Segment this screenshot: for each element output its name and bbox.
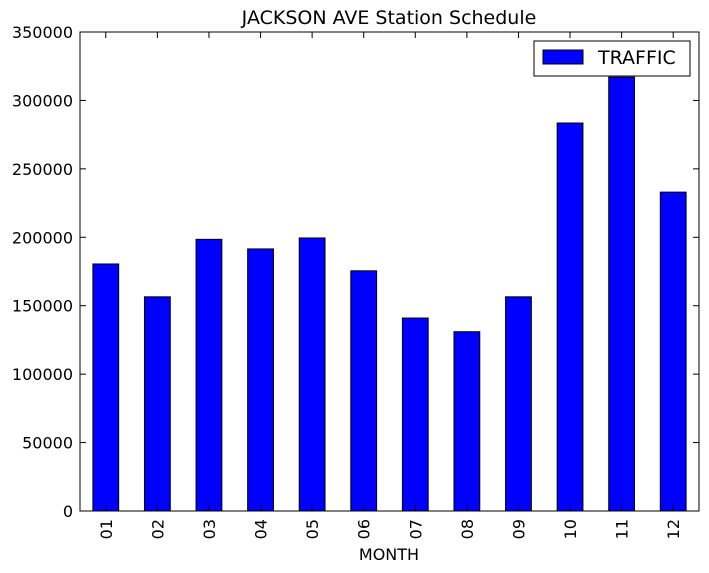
- bar-01: [92, 263, 120, 512]
- bar-06: [350, 270, 378, 512]
- bar-03: [195, 238, 223, 512]
- plot-frame: [79, 31, 700, 512]
- y-tick-label: 0: [63, 502, 73, 521]
- bar-07: [401, 317, 429, 512]
- x-tick-label: 04: [252, 519, 271, 539]
- bar-10: [556, 122, 584, 512]
- bar-02: [143, 296, 171, 512]
- y-tick-label: 200000: [12, 228, 73, 247]
- y-tick-label: 350000: [12, 23, 73, 42]
- y-tick-label: 250000: [12, 160, 73, 179]
- x-tick-label: 06: [355, 519, 374, 539]
- x-tick-label: 10: [561, 519, 580, 539]
- x-axis-label: MONTH: [359, 545, 419, 564]
- legend-label: TRAFFIC: [597, 47, 676, 69]
- y-tick-label: 150000: [12, 297, 73, 316]
- y-tick-label: 50000: [22, 434, 73, 453]
- legend: TRAFFIC: [533, 40, 691, 77]
- chart-title: JACKSON AVE Station Schedule: [241, 7, 537, 29]
- bar-11: [608, 76, 636, 512]
- legend-swatch: [542, 49, 584, 65]
- x-tick-label: 07: [406, 519, 425, 539]
- x-tick-label: 02: [148, 519, 167, 539]
- y-tick-label: 300000: [12, 91, 73, 110]
- x-tick-label: 03: [200, 519, 219, 539]
- x-axis-ticks: 01 02 03 04 05 06 07 08 09 10 11 12: [97, 32, 683, 539]
- y-tick-label: 100000: [12, 365, 73, 384]
- bar-08: [453, 331, 481, 512]
- bar-09: [505, 296, 532, 512]
- x-tick-label: 12: [664, 519, 683, 539]
- x-tick-label: 09: [509, 519, 528, 539]
- y-axis-ticks: 0 50000 100000 150000 200000 250000 300000 3500…: [12, 23, 699, 521]
- x-tick-label: 01: [97, 519, 116, 539]
- bar-05: [298, 237, 326, 512]
- x-tick-label: 11: [613, 519, 632, 539]
- x-tick-label: 08: [458, 519, 477, 539]
- x-tick-label: 05: [303, 519, 322, 539]
- bar-04: [247, 248, 274, 512]
- bars-group: [92, 76, 687, 512]
- bar-12: [659, 191, 687, 512]
